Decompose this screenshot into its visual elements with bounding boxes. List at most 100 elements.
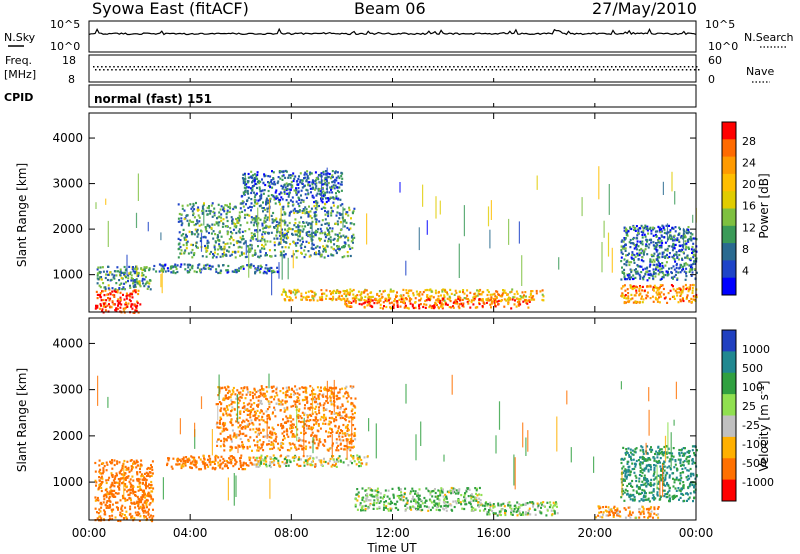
heatmap-cell — [285, 199, 288, 202]
heatmap-cell — [113, 277, 116, 280]
heatmap-cell — [392, 289, 395, 293]
heatmap-cell — [625, 254, 627, 257]
heatmap-cell — [274, 183, 277, 186]
heatmap-cell — [186, 219, 189, 222]
heatmap-cell — [300, 439, 303, 442]
freq-dot — [222, 66, 224, 68]
heatmap-streak — [320, 176, 323, 198]
heatmap-cell — [184, 462, 187, 465]
heatmap-cell — [262, 412, 265, 415]
heatmap-cell — [281, 175, 284, 178]
heatmap-cell — [129, 295, 132, 298]
heatmap-cell — [659, 226, 662, 229]
nave-dot — [240, 69, 243, 71]
heatmap-cell — [651, 255, 654, 258]
heatmap-cell — [679, 300, 682, 303]
freq-dot — [663, 66, 666, 68]
heatmap-cell — [148, 508, 150, 511]
heatmap-cell — [457, 305, 460, 308]
heatmap-cell — [276, 225, 279, 228]
heatmap-cell — [345, 295, 348, 298]
freq-dot — [485, 66, 488, 68]
heatmap-cell — [527, 306, 530, 309]
heatmap-cell — [144, 500, 147, 503]
heatmap-cell — [315, 434, 318, 437]
heatmap-cell — [652, 226, 655, 229]
heatmap-cell — [137, 514, 139, 517]
heatmap-cell — [139, 463, 142, 466]
heatmap-cell — [656, 230, 659, 233]
heatmap-cell — [273, 446, 275, 449]
heatmap-cell — [295, 244, 298, 247]
heatmap-cell — [336, 239, 339, 242]
heatmap-cell — [348, 446, 351, 449]
heatmap-cell — [339, 228, 342, 232]
heatmap-cell — [141, 508, 144, 511]
heatmap-cell — [286, 449, 289, 452]
heatmap-cell — [256, 462, 259, 465]
heatmap-cell — [342, 234, 345, 237]
heatmap-cell — [620, 251, 623, 254]
heatmap-cell — [323, 444, 326, 447]
heatmap-cell — [138, 519, 141, 522]
heatmap-cell — [184, 249, 187, 252]
heatmap-cell — [276, 270, 279, 273]
heatmap-cell — [306, 189, 309, 192]
heatmap-cell — [194, 228, 197, 231]
heatmap-cell — [328, 416, 331, 420]
heatmap-cell — [642, 251, 645, 254]
heatmap-cell — [281, 427, 284, 430]
heatmap-streak — [435, 196, 437, 219]
nave-dot — [677, 69, 680, 71]
heatmap-cell — [273, 226, 275, 229]
heatmap-cell — [620, 260, 623, 263]
heatmap-cell — [348, 420, 351, 423]
heatmap-cell — [153, 264, 156, 268]
heatmap-cell — [340, 189, 343, 192]
heatmap-cell — [286, 229, 289, 232]
heatmap-cell — [110, 472, 113, 475]
heatmap-cell — [492, 297, 495, 301]
heatmap-cell — [330, 421, 332, 424]
heatmap-cell — [307, 215, 310, 218]
heatmap-cell — [637, 228, 640, 231]
heatmap-cell — [109, 517, 111, 520]
heatmap-cell — [623, 268, 626, 271]
heatmap-cell — [278, 464, 281, 467]
heatmap-cell — [260, 195, 263, 198]
heatmap-cell — [246, 409, 249, 412]
heatmap-cell — [412, 292, 415, 295]
heatmap-cell — [294, 222, 297, 225]
heatmap-cell — [428, 306, 431, 309]
heatmap-cell — [107, 297, 109, 300]
heatmap-cell — [327, 199, 330, 202]
heatmap-cell — [239, 432, 242, 435]
heatmap-cell — [379, 303, 382, 306]
heatmap-cell — [457, 297, 460, 300]
heatmap-cell — [325, 297, 327, 300]
nave-dot — [552, 69, 554, 71]
heatmap-cell — [314, 234, 317, 237]
heatmap-cell — [654, 296, 657, 299]
heatmap-cell — [351, 235, 354, 238]
heatmap-cell — [334, 170, 337, 173]
heatmap-cell — [325, 389, 328, 392]
heatmap-cell — [133, 289, 136, 292]
nave-dot — [560, 69, 562, 71]
heatmap-cell — [306, 170, 309, 173]
heatmap-cell — [284, 457, 286, 460]
heatmap-cell — [656, 249, 659, 252]
heatmap-cell — [346, 211, 349, 214]
heatmap-cell — [620, 245, 623, 248]
heatmap-cell — [219, 271, 222, 275]
heatmap-cell — [150, 486, 153, 489]
heatmap-cell — [389, 297, 392, 300]
heatmap-cell — [347, 244, 350, 247]
heatmap-cell — [120, 477, 123, 480]
nave-dot — [572, 69, 575, 71]
heatmap-cell — [691, 286, 694, 290]
heatmap-cell — [204, 462, 207, 465]
freq-dot — [606, 66, 609, 68]
heatmap-cell — [635, 268, 637, 271]
heatmap-cell — [300, 243, 303, 246]
